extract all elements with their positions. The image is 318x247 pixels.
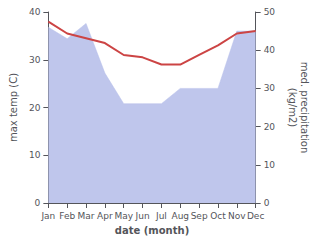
svg-text:0: 0	[264, 198, 270, 208]
svg-text:Apr: Apr	[97, 211, 113, 221]
svg-text:30: 30	[264, 83, 276, 93]
svg-text:20: 20	[29, 103, 41, 113]
svg-text:30: 30	[29, 55, 41, 65]
svg-text:10: 10	[29, 150, 41, 160]
svg-text:50: 50	[264, 7, 276, 17]
svg-text:max temp (C): max temp (C)	[8, 73, 19, 142]
svg-text:Nov: Nov	[228, 211, 246, 221]
svg-text:Dec: Dec	[247, 211, 264, 221]
svg-text:May: May	[114, 211, 133, 221]
svg-text:Jun: Jun	[135, 211, 150, 221]
svg-text:date (month): date (month)	[115, 225, 189, 236]
svg-text:(kg/m2): (kg/m2)	[287, 88, 298, 128]
svg-text:Oct: Oct	[210, 211, 226, 221]
svg-text:40: 40	[264, 45, 276, 55]
svg-text:med. precipitation: med. precipitation	[299, 62, 310, 154]
svg-text:10: 10	[264, 160, 276, 170]
svg-text:Sep: Sep	[191, 211, 208, 221]
svg-text:0: 0	[35, 198, 41, 208]
svg-text:Mar: Mar	[78, 211, 95, 221]
svg-text:Feb: Feb	[59, 211, 75, 221]
svg-text:Aug: Aug	[171, 211, 189, 221]
svg-text:Jul: Jul	[155, 211, 167, 221]
svg-text:40: 40	[29, 7, 41, 17]
svg-text:20: 20	[264, 122, 276, 132]
svg-text:Jan: Jan	[40, 211, 55, 221]
